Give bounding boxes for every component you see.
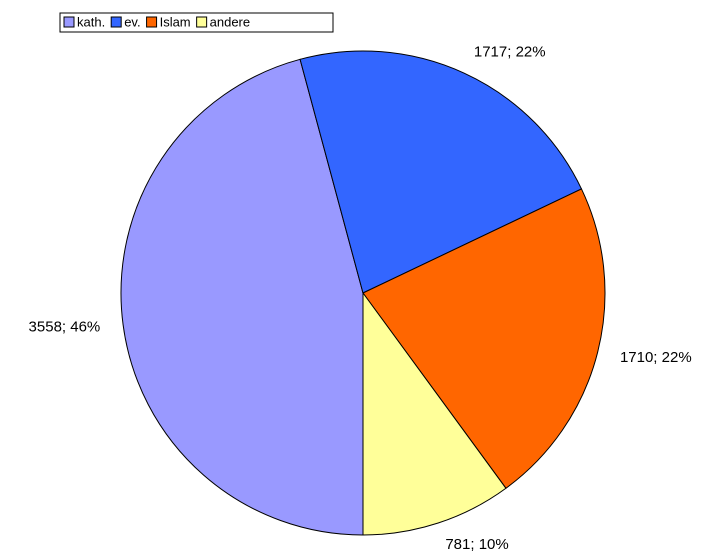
legend-swatch: [110, 16, 122, 28]
legend-label: Islam: [160, 14, 191, 29]
data-label: 781; 10%: [445, 536, 508, 553]
legend-swatch: [146, 16, 158, 28]
legend-label: ev.: [124, 14, 140, 29]
legend-swatch: [196, 16, 208, 28]
data-label: 1717; 22%: [474, 43, 546, 60]
data-label: 1710; 22%: [620, 349, 692, 366]
data-label: 3558; 46%: [29, 319, 101, 336]
legend: kath. ev. Islam andere: [59, 12, 334, 33]
legend-label: andere: [210, 14, 250, 29]
pie: [120, 50, 606, 536]
slice: [362, 188, 606, 489]
legend-label: kath.: [77, 14, 105, 29]
slice: [299, 50, 583, 294]
slice: [120, 58, 364, 536]
legend-swatch: [63, 16, 75, 28]
slice: [362, 291, 507, 536]
